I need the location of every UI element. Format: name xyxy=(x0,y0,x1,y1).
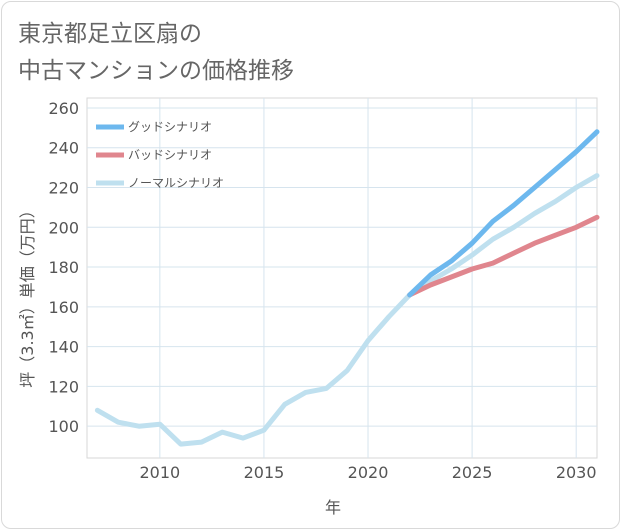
series-line-bad xyxy=(407,214,600,298)
x-tick-label: 2020 xyxy=(348,463,389,482)
series-line-good xyxy=(407,129,600,298)
y-tick-label: 260 xyxy=(48,99,79,118)
y-axis-label: 坪（3.3㎡）単価（万円） xyxy=(18,202,37,387)
x-axis-label: 年 xyxy=(325,498,341,517)
x-tick-label: 2010 xyxy=(139,463,180,482)
y-tick-label: 220 xyxy=(48,179,79,198)
plot-area xyxy=(86,97,598,459)
legend-label-normal: ノーマルシナリオ xyxy=(128,176,224,190)
legend-label-bad: バッドシナリオ xyxy=(128,148,212,162)
title-line-2: 中古マンションの価格推移 xyxy=(18,58,294,84)
series-lines xyxy=(94,129,600,447)
y-tick-label: 200 xyxy=(48,218,79,237)
legend-label-good: グッドシナリオ xyxy=(128,120,212,134)
y-tick-label: 140 xyxy=(48,338,79,357)
y-tick-label: 120 xyxy=(48,377,79,396)
title-line-1: 東京都足立区扇の xyxy=(18,21,202,47)
y-tick-label: 240 xyxy=(48,139,79,158)
y-tick-label: 100 xyxy=(48,417,79,436)
y-tick-label: 180 xyxy=(48,258,79,277)
grid-lines xyxy=(87,98,597,458)
y-tick-labels: 100 120 140 160 180 200 220 240 260 xyxy=(48,99,79,436)
x-tick-label: 2015 xyxy=(244,463,285,482)
y-tick-label: 160 xyxy=(48,298,79,317)
x-tick-labels: 2010 2015 2020 2025 2030 xyxy=(139,463,596,482)
x-tick-label: 2025 xyxy=(452,463,493,482)
chart-title: 東京都足立区扇の 中古マンションの価格推移 xyxy=(18,16,294,90)
x-tick-label: 2030 xyxy=(556,463,597,482)
series-line-normal xyxy=(94,173,600,447)
